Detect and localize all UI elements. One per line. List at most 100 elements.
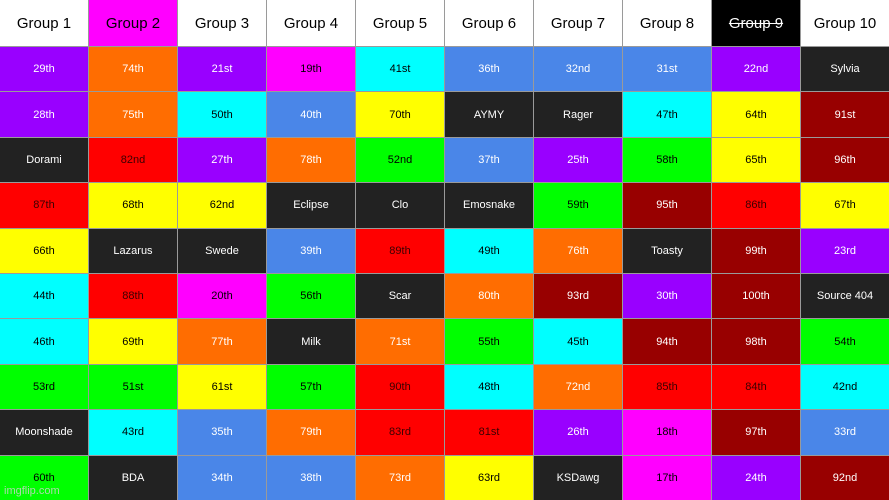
rank-cell: 25th xyxy=(534,137,622,183)
rank-cell: 22nd xyxy=(712,47,800,92)
rank-cell: 33rd xyxy=(801,410,889,455)
group-header-2: Group 2 xyxy=(89,0,177,46)
rank-cell: AYMY xyxy=(445,92,533,137)
group-header-8: Group 8 xyxy=(623,0,711,46)
rank-cell: 63rd xyxy=(445,455,533,500)
rank-cell: Milk xyxy=(267,319,355,364)
rank-cell: 38th xyxy=(267,455,355,500)
rank-cell: 77th xyxy=(178,319,266,364)
rank-cell: Sylvia xyxy=(801,47,889,92)
rank-cell: Dorami xyxy=(0,137,88,183)
rank-cell: Moonshade xyxy=(0,410,88,455)
rank-cell: 47th xyxy=(623,92,711,137)
rank-cell: 44th xyxy=(0,274,88,319)
rank-cell: 73rd xyxy=(356,455,444,500)
rank-cell: 99th xyxy=(712,228,800,273)
rank-cell: 42nd xyxy=(801,364,889,410)
rank-cell: 45th xyxy=(534,319,622,364)
rank-cell: 71st xyxy=(356,319,444,364)
rank-cell: 51st xyxy=(89,364,177,410)
rank-cell: 50th xyxy=(178,92,266,137)
rank-cell: 62nd xyxy=(178,183,266,228)
group-header-7: Group 7 xyxy=(534,0,622,46)
rank-cell: 27th xyxy=(178,137,266,183)
rank-cell: 81st xyxy=(445,410,533,455)
rank-cell: Emosnake xyxy=(445,183,533,228)
rank-cell: 88th xyxy=(89,274,177,319)
rank-cell: Toasty xyxy=(623,228,711,273)
rank-cell: 53rd xyxy=(0,364,88,410)
rank-cell: 69th xyxy=(89,319,177,364)
rank-cell: 57th xyxy=(267,364,355,410)
rank-cell: 49th xyxy=(445,228,533,273)
rank-cell: 72nd xyxy=(534,364,622,410)
rank-cell: 37th xyxy=(445,137,533,183)
rank-cell: 31st xyxy=(623,47,711,92)
group-header-6: Group 6 xyxy=(445,0,533,46)
rank-cell: 21st xyxy=(178,47,266,92)
rank-cell: KSDawg xyxy=(534,455,622,500)
rank-cell: 18th xyxy=(623,410,711,455)
rank-cell: 66th xyxy=(0,228,88,273)
rank-cell: 46th xyxy=(0,319,88,364)
group-header-4: Group 4 xyxy=(267,0,355,46)
rank-cell: 58th xyxy=(623,137,711,183)
rank-cell: 79th xyxy=(267,410,355,455)
rank-cell: 54th xyxy=(801,319,889,364)
rank-cell: 48th xyxy=(445,364,533,410)
rank-cell: Source 404 xyxy=(801,274,889,319)
rank-cell: 56th xyxy=(267,274,355,319)
rank-cell: 92nd xyxy=(801,455,889,500)
rank-cell: 20th xyxy=(178,274,266,319)
rank-cell: 55th xyxy=(445,319,533,364)
rank-cell: 60th xyxy=(0,455,88,500)
rank-cell: 98th xyxy=(712,319,800,364)
rank-cell: 68th xyxy=(89,183,177,228)
rank-cell: 96th xyxy=(801,137,889,183)
rank-cell: Rager xyxy=(534,92,622,137)
rank-cell: 43rd xyxy=(89,410,177,455)
group-header-5: Group 5 xyxy=(356,0,444,46)
rank-cell: 17th xyxy=(623,455,711,500)
rank-cell: 65th xyxy=(712,137,800,183)
rank-cell: 23rd xyxy=(801,228,889,273)
group-header-9: Group 9 xyxy=(712,0,800,46)
rank-cell: Clo xyxy=(356,183,444,228)
rank-cell: 70th xyxy=(356,92,444,137)
rank-cell: 75th xyxy=(89,92,177,137)
rank-cell: 91st xyxy=(801,92,889,137)
rank-cell: 84th xyxy=(712,364,800,410)
rank-cell: 29th xyxy=(0,47,88,92)
rank-cell: 35th xyxy=(178,410,266,455)
rank-cell: Lazarus xyxy=(89,228,177,273)
rank-cell: 24th xyxy=(712,455,800,500)
rank-cell: 19th xyxy=(267,47,355,92)
rank-cell: Eclipse xyxy=(267,183,355,228)
rank-cell: 100th xyxy=(712,274,800,319)
rank-cell: 34th xyxy=(178,455,266,500)
rank-cell: 32nd xyxy=(534,47,622,92)
group-header-10: Group 10 xyxy=(801,0,889,46)
rank-cell: 83rd xyxy=(356,410,444,455)
rank-cell: 94th xyxy=(623,319,711,364)
rank-cell: 82nd xyxy=(89,137,177,183)
rank-cell: 64th xyxy=(712,92,800,137)
rank-cell: 90th xyxy=(356,364,444,410)
rank-cell: 40th xyxy=(267,92,355,137)
rank-cell: 74th xyxy=(89,47,177,92)
rank-cell: 39th xyxy=(267,228,355,273)
rank-cell: Scar xyxy=(356,274,444,319)
rank-cell: 41st xyxy=(356,47,444,92)
rank-cell: 26th xyxy=(534,410,622,455)
rank-cell: 76th xyxy=(534,228,622,273)
rank-cell: 67th xyxy=(801,183,889,228)
rank-cell: 61st xyxy=(178,364,266,410)
rank-cell: 36th xyxy=(445,47,533,92)
rank-cell: 97th xyxy=(712,410,800,455)
rank-cell: Swede xyxy=(178,228,266,273)
rank-cell: 80th xyxy=(445,274,533,319)
rank-cell: 86th xyxy=(712,183,800,228)
rank-cell: 89th xyxy=(356,228,444,273)
rank-cell: 30th xyxy=(623,274,711,319)
